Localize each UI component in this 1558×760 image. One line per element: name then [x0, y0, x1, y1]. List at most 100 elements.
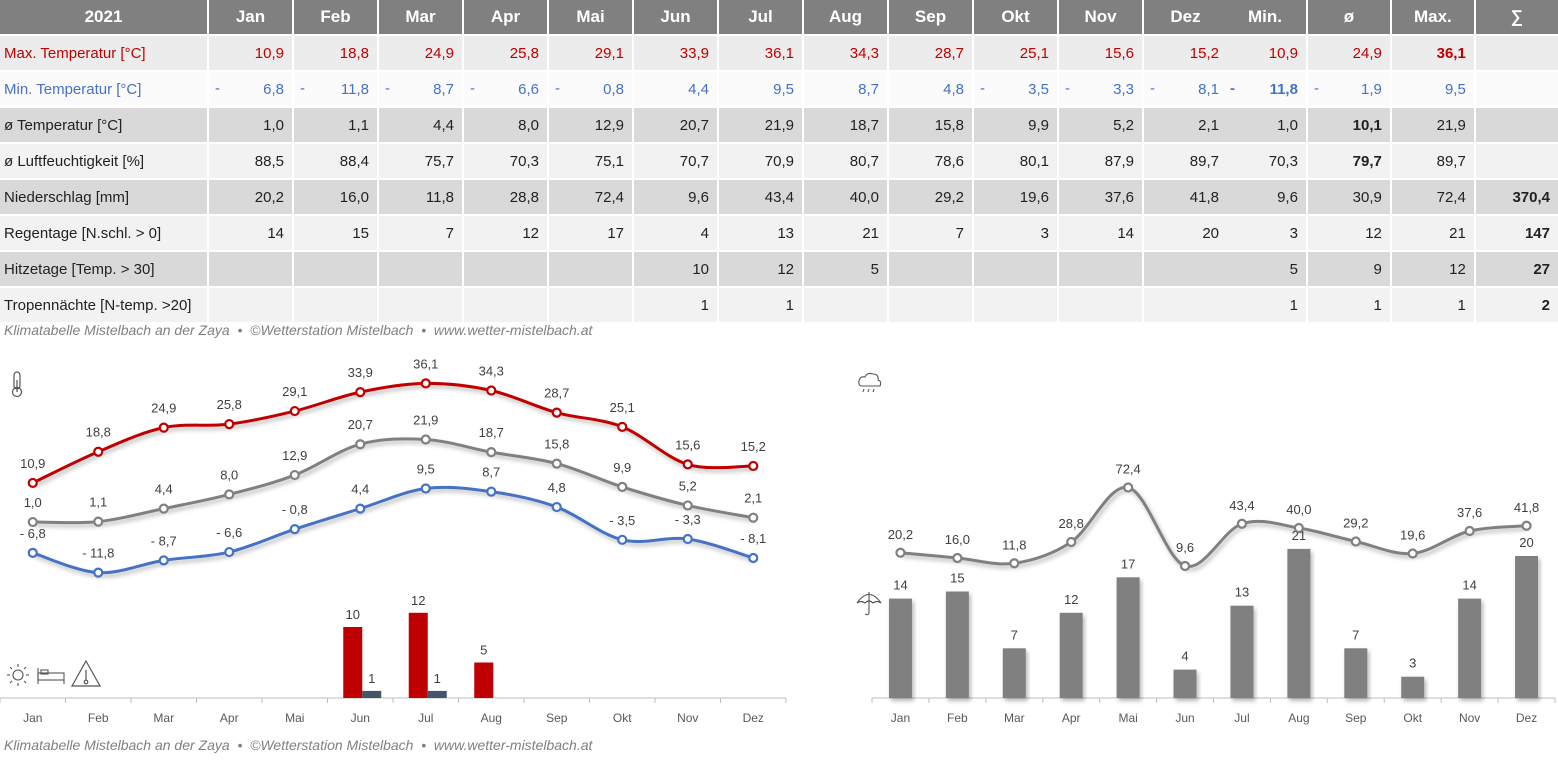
month-header: Okt — [972, 0, 1057, 34]
data-label: 10,9 — [20, 456, 45, 471]
bar-label: 10 — [346, 607, 360, 622]
stat-cell — [1473, 106, 1558, 142]
data-point — [1293, 522, 1304, 534]
table-cell: 10,9 — [207, 34, 292, 70]
stat-value: 36,1 — [1436, 44, 1466, 62]
stat-value: 9 — [1373, 260, 1382, 278]
table-cell: 40,0 — [802, 178, 887, 214]
stats-row: 10,9 24,9 36,1 — [1224, 34, 1558, 70]
stat-cell: 30,9 — [1305, 178, 1390, 214]
data-point — [1521, 520, 1532, 531]
table-cell — [462, 286, 547, 322]
table-row: ø Luftfeuchtigkeit [%] 88,5 88,4 75,7 70,3 75… — [0, 142, 1227, 178]
stat-cell: 1 — [1305, 286, 1390, 322]
table-cell: 9,9 — [972, 106, 1057, 142]
data-point — [420, 483, 431, 494]
table-cell — [292, 250, 377, 286]
data-label: 28,7 — [544, 386, 569, 401]
bar-label: 5 — [480, 643, 487, 658]
stat-header: Min. — [1224, 0, 1306, 34]
cell-value: 70,9 — [764, 152, 794, 170]
data-point — [1350, 536, 1361, 547]
month-header: Nov — [1057, 0, 1142, 34]
x-tick-label: Mai — [1118, 711, 1137, 725]
stat-cell: 27 — [1473, 250, 1558, 286]
cell-value: 15,6 — [1104, 44, 1134, 62]
month-header: Sep — [887, 0, 972, 34]
data-point — [1407, 548, 1418, 559]
bar-label: 14 — [893, 578, 907, 593]
bar — [408, 612, 428, 698]
table-cell: 25,8 — [462, 34, 547, 70]
data-label: 72,4 — [1115, 462, 1140, 477]
x-tick-label: Aug — [1288, 711, 1309, 725]
row-label: Max. Temperatur [°C] — [0, 34, 207, 70]
x-tick-label: Dez — [1516, 711, 1537, 725]
cell-value: 11,8 — [340, 80, 369, 98]
cell-value: 3 — [1040, 224, 1049, 242]
cell-value: 6,6 — [518, 80, 539, 98]
data-point — [93, 446, 104, 457]
x-tick-label: Feb — [947, 711, 968, 725]
stat-value: 1 — [1457, 296, 1466, 314]
data-label: 4,4 — [155, 482, 173, 497]
cell-value: 89,7 — [1189, 152, 1219, 170]
cell-value: 9,6 — [688, 188, 709, 206]
cell-value: 72,4 — [594, 188, 624, 206]
data-label: 1,0 — [24, 495, 42, 510]
stat-value: 89,7 — [1436, 152, 1466, 170]
cell-value: 33,9 — [679, 44, 709, 62]
table-cell: 15,2 — [1142, 34, 1227, 70]
data-point — [289, 524, 300, 535]
data-point — [895, 547, 906, 558]
data-point — [551, 407, 562, 418]
table-cell: 16,0 — [292, 178, 377, 214]
cell-value: 1,0 — [263, 116, 284, 134]
cell-value: 10,9 — [254, 44, 284, 62]
data-point — [748, 512, 759, 523]
data-label: 21,9 — [413, 412, 438, 427]
table-cell: - 3,5 — [972, 70, 1057, 106]
table-cell: 89,7 — [1142, 142, 1227, 178]
table-cell — [887, 250, 972, 286]
table-cell: 88,5 — [207, 142, 292, 178]
table-cell: 75,7 — [377, 142, 462, 178]
cell-value: 20,7 — [679, 116, 709, 134]
cell-value: 1,1 — [348, 116, 369, 134]
cell-value: 3,5 — [1028, 80, 1049, 98]
cell-value: 15 — [352, 224, 369, 242]
climate-table: 2021 Jan Feb Mar Apr Mai Jun Jul Aug Sep Okt Nov Dez… — [0, 0, 1227, 322]
data-point — [682, 500, 693, 511]
cell-value: 16,0 — [339, 188, 369, 206]
data-point — [1179, 560, 1191, 572]
stat-cell: 1 — [1224, 286, 1306, 322]
cell-value: 17 — [607, 224, 624, 242]
table-cell: 36,1 — [717, 34, 802, 70]
table-cell — [207, 286, 292, 322]
cell-value: 75,1 — [594, 152, 624, 170]
data-point — [158, 422, 169, 433]
stats-row: 1 1 1 2 — [1224, 286, 1558, 322]
cell-value: 88,5 — [254, 152, 284, 170]
data-label: 4,4 — [351, 482, 369, 497]
stat-header: ∑ — [1473, 0, 1558, 34]
data-point — [420, 434, 431, 445]
stat-cell: 9 — [1305, 250, 1390, 286]
x-tick-label: Dez — [743, 711, 764, 725]
table-cell: 88,4 — [292, 142, 377, 178]
table-cell — [377, 250, 462, 286]
cell-value: 25,8 — [509, 44, 539, 62]
cell-value: 24,9 — [424, 44, 454, 62]
table-row: Max. Temperatur [°C] 10,9 18,8 24,9 25,8 29,1… — [0, 34, 1227, 70]
month-header: Jul — [717, 0, 802, 34]
cell-value: 36,1 — [764, 44, 794, 62]
series-line — [32, 437, 754, 525]
cell-value: 4,4 — [688, 80, 709, 98]
data-point — [952, 552, 963, 564]
data-label: 43,4 — [1229, 498, 1254, 513]
table-cell: 9,5 — [717, 70, 802, 106]
x-tick-label: Feb — [88, 711, 109, 725]
table-cell: 10 — [632, 250, 717, 286]
table-cell: 34,3 — [802, 34, 887, 70]
minus-sign: - — [385, 80, 390, 97]
